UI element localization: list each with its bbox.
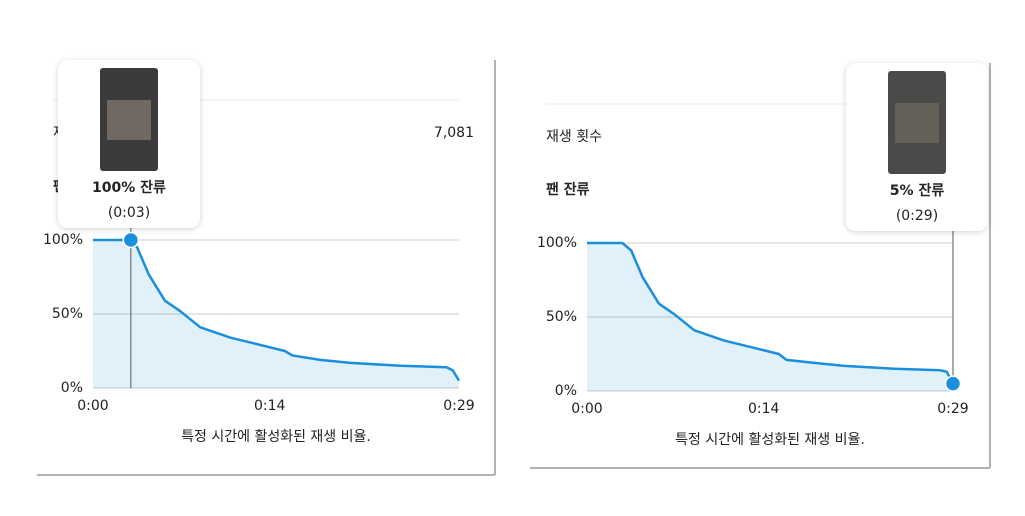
tooltip-label: 100% 잔류	[92, 179, 166, 196]
area	[587, 243, 953, 391]
x-tick-label: 0:14	[254, 398, 286, 414]
section-title: 팬 잔류	[546, 181, 590, 198]
x-tick-label: 0:29	[443, 398, 474, 414]
thumbnail-detail	[107, 100, 151, 140]
y-tick-label: 100%	[537, 235, 577, 251]
y-tick-label: 100%	[43, 232, 83, 248]
header-value: 7,081	[434, 125, 474, 141]
thumbnail-detail	[895, 103, 939, 143]
line	[93, 238, 461, 382]
caption: 특정 시간에 활성화된 재생 비율.	[675, 432, 865, 448]
caption: 특정 시간에 활성화된 재생 비율.	[181, 429, 371, 445]
line	[587, 241, 955, 385]
tooltip-time: (0:03)	[108, 205, 150, 221]
x-tick-label: 0:14	[748, 401, 780, 417]
x-tick-label: 0:00	[77, 398, 108, 414]
x-tick-label: 0:00	[571, 401, 602, 417]
y-tick-label: 50%	[546, 309, 577, 325]
area	[93, 240, 459, 388]
marker-dot	[122, 231, 140, 249]
y-tick-label: 0%	[61, 380, 83, 396]
y-tick-label: 50%	[52, 306, 83, 322]
header-label: 재생 횟수	[546, 129, 602, 145]
tooltip-label: 5% 잔류	[890, 182, 945, 199]
marker-dot	[944, 375, 962, 392]
x-tick-label: 0:29	[937, 401, 968, 417]
tooltip-time: (0:29)	[896, 208, 938, 224]
y-tick-label: 0%	[555, 383, 577, 399]
